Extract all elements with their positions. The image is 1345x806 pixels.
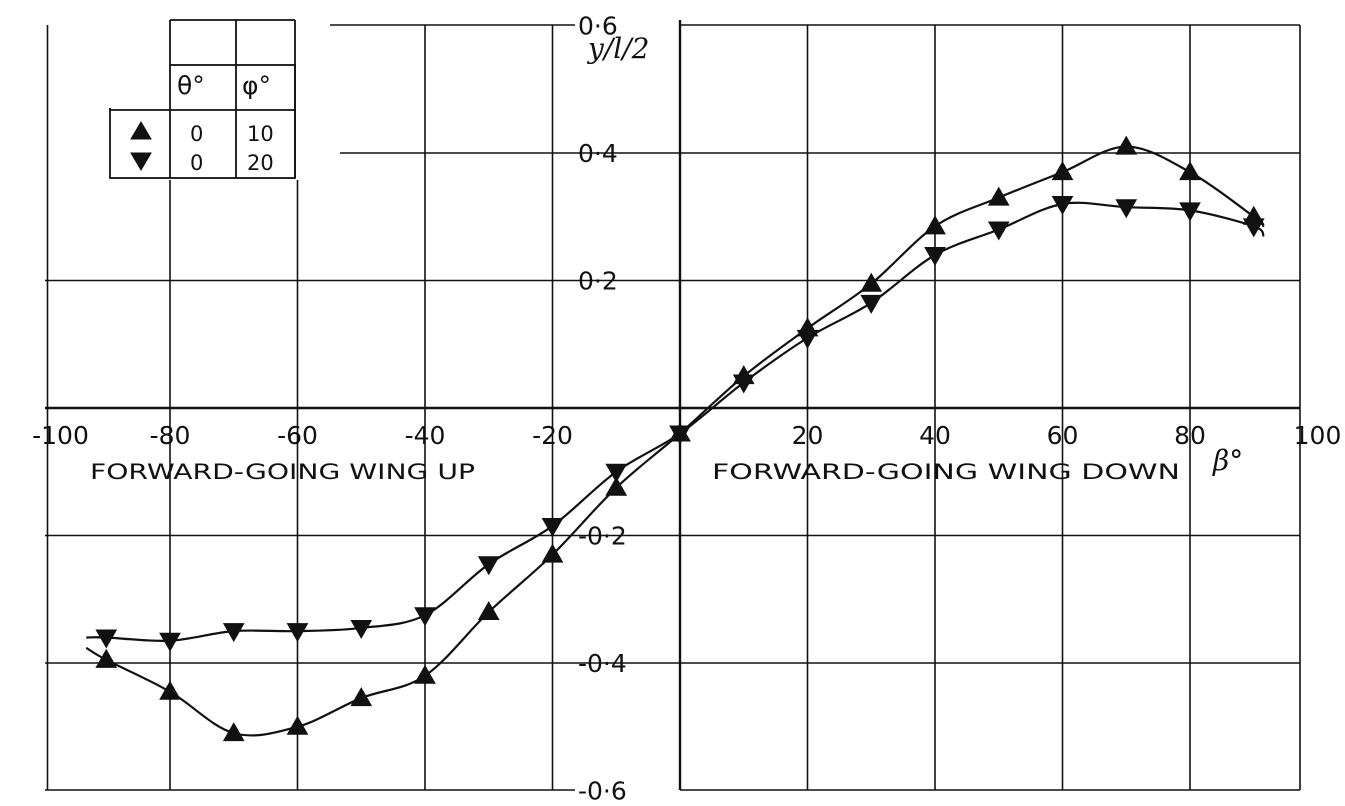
y-tick-label: 0·2 [578,267,618,296]
x-tick-label: 20 [792,421,824,450]
legend-corner-blank [106,60,170,108]
data-point-down-triangle [95,629,118,649]
y-tick-label: -0·4 [578,649,627,678]
legend-down-triangle-icon [130,152,152,171]
data-point-down-triangle [286,623,309,643]
y-tick-label: -0·6 [578,777,627,806]
y-tick-label: 0·6 [578,12,618,41]
x-tick-label: 100 [1294,421,1342,450]
x-tick-label: 60 [1047,421,1079,450]
data-point-up-triangle [1051,161,1074,181]
series-line-2 [86,201,1265,642]
data-point-down-triangle [987,221,1010,241]
data-point-down-triangle [860,294,883,314]
x-tick-label: -60 [277,421,318,450]
data-point-up-triangle [860,272,883,292]
data-point-down-triangle [541,517,564,537]
data-point-up-triangle [541,543,564,563]
axes [45,20,1300,790]
legend-up-triangle-icon [130,121,152,140]
x-tick-label: -100 [32,421,89,450]
data-point-down-triangle [732,374,755,394]
data-point-up-triangle [477,600,500,620]
y-axis-label: y/l/2 [586,32,649,65]
legend-row2-phi: 20 [247,151,274,175]
legend: θ° φ° 0 10 0 20 [106,19,296,179]
data-point-down-triangle [924,247,946,267]
data-point-up-triangle [95,648,118,668]
data-point-up-triangle [605,476,628,496]
data-point-up-triangle [286,715,309,735]
data-point-down-triangle [350,619,373,639]
data-point-up-triangle [414,664,436,684]
data-point-down-triangle [605,463,628,483]
data-point-down-triangle [1115,199,1138,219]
x-tick-label: -20 [532,421,573,450]
data-point-down-triangle [414,607,436,627]
data-point-up-triangle [987,186,1010,206]
series-markers [95,135,1265,742]
data-point-up-triangle [350,687,373,707]
data-point-up-triangle [1179,161,1201,181]
data-point-down-triangle [1242,218,1265,238]
legend-header-theta: θ° [177,71,205,100]
legend-row1-theta: 0 [190,122,203,146]
x-tick-label: 80 [1174,421,1206,450]
y-tick-label: -0·2 [578,522,627,551]
legend-header-phi: φ° [242,71,271,100]
data-point-down-triangle [1179,202,1201,222]
x-tick-label: 40 [919,421,951,450]
y-tick-label: 0·4 [578,139,618,168]
data-point-down-triangle [1051,196,1074,216]
data-point-down-triangle [477,556,500,576]
annotation-wing-up: FORWARD-GOING WING UP [90,460,475,484]
legend-row1-phi: 10 [247,122,274,146]
data-point-up-triangle [222,722,245,742]
data-point-up-triangle [1115,135,1138,155]
data-point-down-triangle [159,632,181,652]
x-axis-label: β° [1212,444,1243,477]
legend-row2-theta: 0 [190,151,203,175]
annotation-wing-down: FORWARD-GOING WING DOWN [712,460,1180,484]
data-point-up-triangle [924,215,946,235]
data-point-down-triangle [222,623,245,643]
x-tick-label: -40 [405,421,446,450]
data-point-up-triangle [159,680,181,700]
x-tick-label: -80 [150,421,191,450]
data-point-down-triangle [669,425,691,445]
data-point-down-triangle [796,329,819,349]
tick-labels: -100 -80 -60 -40 -20 20 40 60 80 1000·60·40·2-0·2… [32,12,1341,806]
